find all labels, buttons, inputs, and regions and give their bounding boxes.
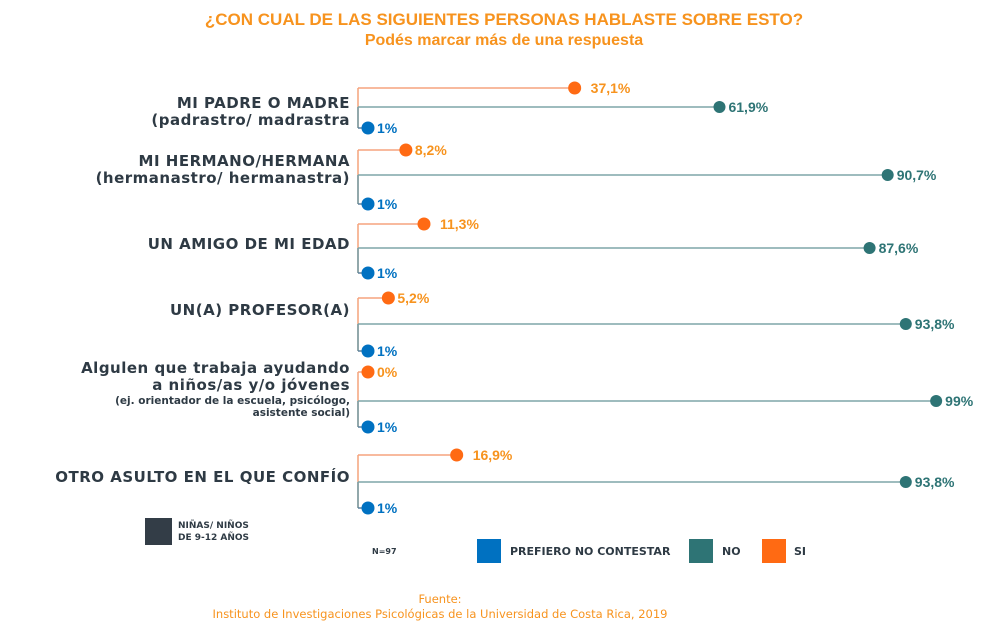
category-group: 37,1% 61,9% 1% bbox=[357, 80, 769, 136]
legend-swatch-si bbox=[762, 539, 786, 563]
legend-swatch-prefiero-no-contestar bbox=[477, 539, 501, 563]
data-point-prefiero-no-contestar bbox=[361, 121, 375, 135]
data-label-no: 93,8% bbox=[915, 316, 955, 332]
category-label-line: UN AMIGO DE MI EDAD bbox=[147, 235, 350, 253]
data-label-no: 61,9% bbox=[728, 99, 768, 115]
legend-label-si: SI bbox=[794, 545, 807, 558]
category-label-line: UN(A) PROFESOR(A) bbox=[170, 301, 350, 319]
data-label-prefiero-no-contestar: 1% bbox=[377, 196, 398, 212]
category-label-line: Algulen que trabaja ayudando bbox=[81, 359, 350, 377]
data-point-no bbox=[899, 318, 912, 330]
legend-group-label: NIÑAS/ NIÑOS DE 9-12 AÑOS bbox=[178, 520, 249, 544]
data-point-si bbox=[450, 448, 464, 462]
data-label-si: 16,9% bbox=[473, 447, 513, 463]
category-group: 0% 99% 1% bbox=[357, 364, 974, 435]
data-label-prefiero-no-contestar: 1% bbox=[377, 265, 398, 281]
data-label-no: 90,7% bbox=[897, 167, 937, 183]
category-group: 8,2% 90,7% 1% bbox=[357, 142, 937, 212]
chart-subtitle: Podés marcar más de una respuesta bbox=[364, 32, 644, 49]
data-point-no bbox=[713, 101, 726, 113]
data-point-si bbox=[361, 365, 375, 379]
data-label-si: 5,2% bbox=[397, 290, 429, 306]
category-label: Algulen que trabaja ayudando a niños/as y… bbox=[81, 359, 350, 419]
data-label-no: 93,8% bbox=[915, 474, 955, 490]
data-label-si: 0% bbox=[377, 364, 398, 380]
category-label-note: (ej. orientador de la escuela, psicólogo… bbox=[115, 394, 350, 407]
category-label-line: OTRO ASULTO EN EL QUE CONFÍO bbox=[55, 468, 350, 486]
data-point-si bbox=[381, 291, 395, 305]
legend-group-label-line1: NIÑAS/ NIÑOS bbox=[178, 521, 249, 531]
data-point-si bbox=[417, 217, 431, 231]
data-point-no bbox=[881, 169, 894, 181]
category-label: UN(A) PROFESOR(A) bbox=[170, 301, 350, 319]
data-point-no bbox=[930, 395, 943, 407]
data-label-si: 8,2% bbox=[415, 142, 447, 158]
category-group: 11,3% 87,6% 1% bbox=[357, 216, 919, 281]
data-point-no bbox=[863, 242, 876, 254]
data-label-prefiero-no-contestar: 1% bbox=[377, 343, 398, 359]
source-label: Fuente: bbox=[418, 592, 462, 606]
legend-label-prefiero-no-contestar: PREFIERO NO CONTESTAR bbox=[510, 545, 671, 558]
legend-group-swatch bbox=[145, 518, 172, 545]
data-label-si: 37,1% bbox=[591, 80, 631, 96]
category-label: OTRO ASULTO EN EL QUE CONFÍO bbox=[55, 468, 350, 486]
category-label-line: MI HERMANO/HERMANA bbox=[138, 152, 350, 170]
chart-title: ¿CON CUAL DE LAS SIGUIENTES PERSONAS HAB… bbox=[204, 10, 804, 29]
data-point-si bbox=[568, 81, 582, 95]
data-point-prefiero-no-contestar bbox=[361, 266, 375, 280]
category-label-line: (hermanastro/ hermanastra) bbox=[95, 169, 350, 188]
category-label-note: asistente social) bbox=[252, 406, 350, 419]
legend-swatch-no bbox=[689, 539, 713, 563]
data-label-prefiero-no-contestar: 1% bbox=[377, 419, 398, 435]
data-label-prefiero-no-contestar: 1% bbox=[377, 500, 398, 516]
category-group: 5,2% 93,8% 1% bbox=[357, 290, 955, 359]
data-label-no: 87,6% bbox=[879, 240, 919, 256]
source-text: Instituto de Investigaciones Psicológica… bbox=[212, 607, 668, 621]
data-point-prefiero-no-contestar bbox=[361, 420, 375, 434]
data-point-prefiero-no-contestar bbox=[361, 501, 375, 515]
data-label-prefiero-no-contestar: 1% bbox=[377, 120, 398, 136]
category-label: UN AMIGO DE MI EDAD bbox=[147, 235, 350, 253]
category-group: 16,9% 93,8% 1% bbox=[357, 447, 955, 516]
category-label-line: a niños/as y/o jóvenes bbox=[152, 376, 350, 395]
data-label-si: 11,3% bbox=[440, 216, 479, 232]
category-label-line: (padrastro/ madrastra bbox=[151, 111, 350, 130]
data-point-prefiero-no-contestar bbox=[361, 197, 375, 211]
legend-group-label-line2: DE 9-12 AÑOS bbox=[178, 533, 250, 543]
category-label: MI PADRE O MADRE (padrastro/ madrastra bbox=[151, 94, 350, 130]
data-point-si bbox=[399, 143, 413, 157]
data-point-prefiero-no-contestar bbox=[361, 344, 375, 358]
category-label-line: MI PADRE O MADRE bbox=[176, 94, 350, 112]
legend-label-no: NO bbox=[722, 545, 741, 558]
sample-size-label: N=97 bbox=[372, 547, 397, 556]
category-label: MI HERMANO/HERMANA (hermanastro/ hermanas… bbox=[95, 152, 350, 188]
data-label-no: 99% bbox=[945, 393, 974, 409]
data-point-no bbox=[899, 476, 912, 488]
